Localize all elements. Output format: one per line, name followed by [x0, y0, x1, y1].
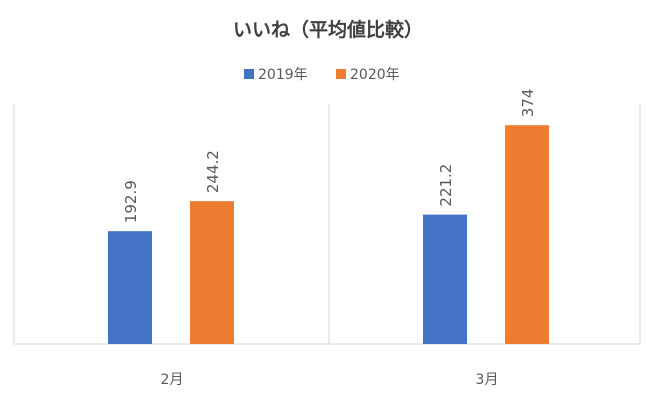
- data-label: 221.2: [437, 164, 455, 207]
- bar: [423, 214, 467, 344]
- bar: [108, 231, 152, 344]
- bar: [190, 201, 234, 344]
- x-tick-label: 3月: [476, 372, 499, 388]
- chart-title: いいね（平均値比較）: [233, 18, 423, 41]
- bar: [505, 125, 549, 345]
- data-label: 192.9: [122, 180, 140, 223]
- x-tick-label: 2月: [161, 372, 184, 388]
- legend-swatch: [244, 69, 254, 79]
- legend-label: 2019年: [258, 67, 308, 83]
- legend: 2019年 2020年: [244, 67, 400, 83]
- legend-label: 2020年: [350, 67, 400, 83]
- plot-area: 192.9 244.2 2月 221.2 374 3月: [13, 89, 641, 388]
- legend-swatch: [336, 69, 346, 79]
- data-label: 374: [519, 89, 537, 118]
- data-label: 244.2: [204, 150, 222, 193]
